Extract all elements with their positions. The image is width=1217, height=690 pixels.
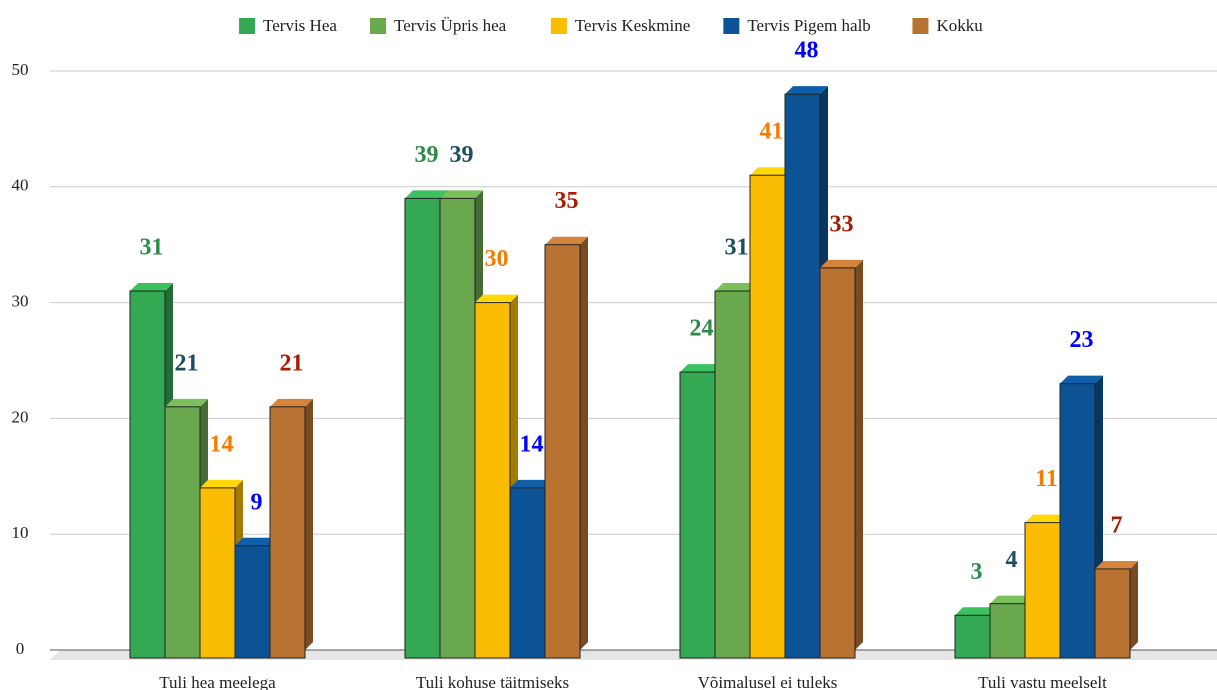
bar-top — [475, 294, 518, 303]
bar-top — [715, 283, 758, 292]
value-label: 23 — [1070, 327, 1094, 353]
value-label: 39 — [450, 142, 474, 168]
legend-swatch — [550, 18, 567, 34]
bar — [989, 603, 1026, 659]
bar-top — [1095, 560, 1138, 569]
legend-label: Tervis Pigem halb — [747, 16, 870, 35]
bar — [129, 290, 166, 659]
bar-side — [580, 236, 588, 650]
legend-label: Tervis Hea — [263, 16, 337, 35]
bar — [544, 244, 581, 659]
bar — [1024, 522, 1061, 659]
value-label: 4 — [1006, 547, 1018, 573]
x-tick-label: Tuli vastu meelselt — [978, 673, 1107, 690]
bar — [474, 302, 511, 659]
value-label: 11 — [1035, 466, 1058, 492]
legend-label: Kokku — [936, 16, 983, 35]
value-label: 21 — [175, 350, 199, 376]
bar — [509, 487, 546, 659]
legend-swatch — [370, 18, 387, 34]
y-tick-label: 40 — [12, 176, 29, 195]
y-tick-label: 50 — [12, 60, 29, 79]
bar — [749, 174, 786, 659]
value-label: 14 — [210, 431, 234, 457]
bar-top — [165, 398, 208, 407]
value-label: 33 — [830, 211, 854, 237]
bar-top — [440, 190, 483, 199]
bar — [1094, 568, 1131, 659]
bar-top — [955, 607, 998, 616]
bar-top — [1025, 514, 1068, 523]
legend-swatch — [912, 18, 929, 34]
bar — [234, 545, 271, 659]
bar — [819, 267, 856, 659]
y-tick-label: 30 — [12, 292, 29, 311]
value-label: 39 — [415, 142, 439, 168]
legend-swatch — [239, 18, 256, 34]
y-tick-label: 0 — [16, 639, 25, 658]
bar-top — [990, 595, 1033, 604]
value-label: 21 — [280, 350, 304, 376]
value-label: 30 — [485, 246, 509, 272]
bar — [164, 406, 201, 659]
bar-top — [545, 236, 588, 245]
bar-top — [405, 190, 448, 199]
bar-top — [820, 259, 863, 268]
bar-top — [680, 364, 723, 373]
bar — [199, 487, 236, 659]
x-tick-label: Tuli kohuse täitmiseks — [416, 673, 569, 690]
bar — [269, 406, 306, 659]
value-label: 7 — [1111, 512, 1123, 538]
bar — [679, 371, 716, 659]
bar-side — [1130, 560, 1138, 650]
bar — [439, 197, 476, 659]
legend-swatch — [723, 18, 740, 34]
bar — [1059, 383, 1096, 659]
bar — [714, 290, 751, 659]
y-tick-label: 20 — [12, 407, 29, 426]
bar-top — [130, 283, 173, 292]
bar-side — [305, 398, 313, 650]
bar-top — [510, 479, 553, 488]
value-label: 14 — [520, 431, 544, 457]
value-label: 35 — [555, 188, 579, 214]
value-label: 41 — [760, 119, 784, 145]
value-label: 48 — [795, 38, 819, 64]
legend-label: Tervis Üpris hea — [394, 16, 507, 35]
value-label: 3 — [971, 559, 983, 585]
bar-top — [200, 479, 243, 488]
bar-top — [270, 398, 313, 407]
floor — [50, 650, 1217, 660]
value-label: 31 — [140, 235, 164, 261]
value-label: 9 — [251, 489, 263, 515]
legend-label: Tervis Keskmine — [575, 16, 690, 35]
x-tick-label: Tuli hea meelega — [159, 673, 276, 690]
bar-top — [785, 86, 828, 95]
bar-top — [1060, 375, 1103, 384]
bar — [784, 93, 821, 659]
bar-top — [235, 537, 278, 546]
x-tick-label: Võimalusel ei tuleks — [698, 673, 838, 690]
bar — [954, 614, 991, 659]
value-label: 31 — [725, 235, 749, 261]
bar — [404, 197, 441, 659]
value-label: 24 — [690, 316, 714, 342]
bar-side — [855, 259, 863, 650]
y-tick-label: 10 — [12, 523, 29, 542]
bar-top — [750, 167, 793, 176]
